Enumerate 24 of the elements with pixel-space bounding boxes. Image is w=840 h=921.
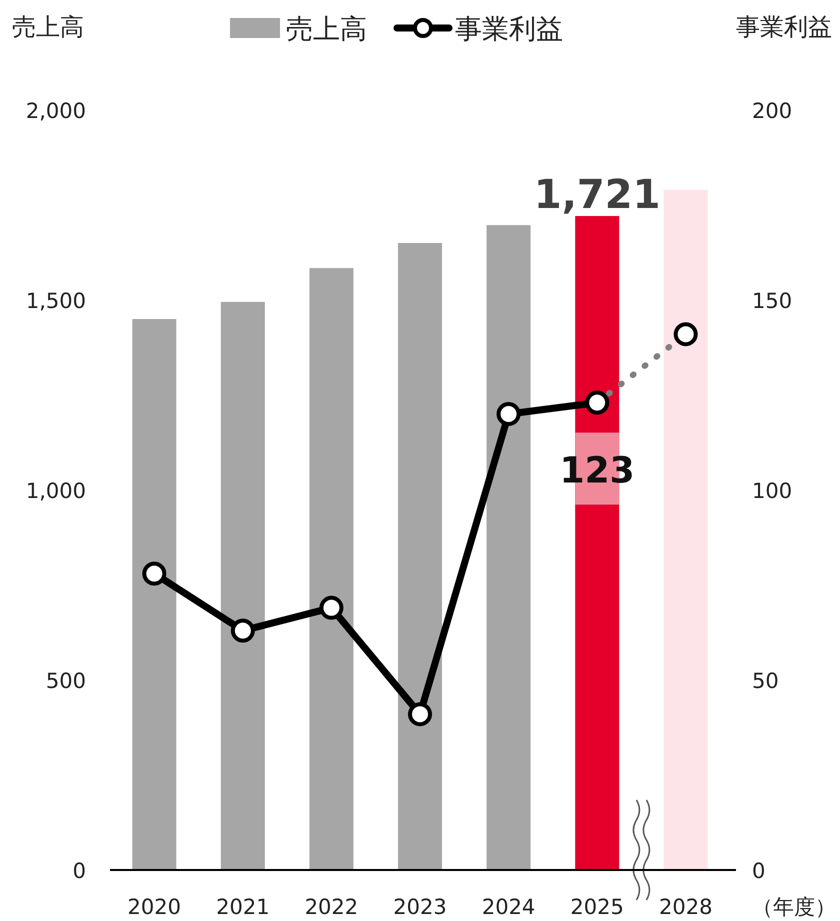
x-axis-title: （年度） [752, 895, 836, 919]
y2-tick-label: 100 [752, 479, 792, 503]
y-tick-label: 2,000 [26, 99, 86, 123]
x-tick-label: 2020 [128, 895, 182, 919]
legend-label: 売上高 [286, 14, 367, 45]
x-tick-label: 2028 [658, 895, 712, 919]
data-label: 123 [560, 450, 635, 492]
y2-tick-label: 200 [752, 99, 792, 123]
x-tick-label: 2025 [570, 895, 624, 919]
y-axis-title: 売上高 [12, 13, 84, 41]
y2-tick-label: 150 [752, 289, 792, 313]
y-tick-label: 1,000 [26, 479, 86, 503]
y-tick-label: 0 [72, 859, 86, 883]
data-label: 1,721 [534, 172, 660, 218]
x-tick-label: 2021 [216, 895, 270, 919]
y-tick-label: 1,500 [26, 289, 86, 313]
y2-axis-title: 事業利益 [736, 13, 832, 41]
x-tick-label: 2022 [304, 895, 358, 919]
x-tick-label: 2023 [393, 895, 447, 919]
y2-tick-label: 0 [752, 859, 766, 883]
y2-tick-label: 50 [752, 669, 779, 693]
x-tick-label: 2024 [482, 895, 536, 919]
legend-label: 事業利益 [455, 14, 563, 45]
y-tick-label: 500 [46, 669, 86, 693]
